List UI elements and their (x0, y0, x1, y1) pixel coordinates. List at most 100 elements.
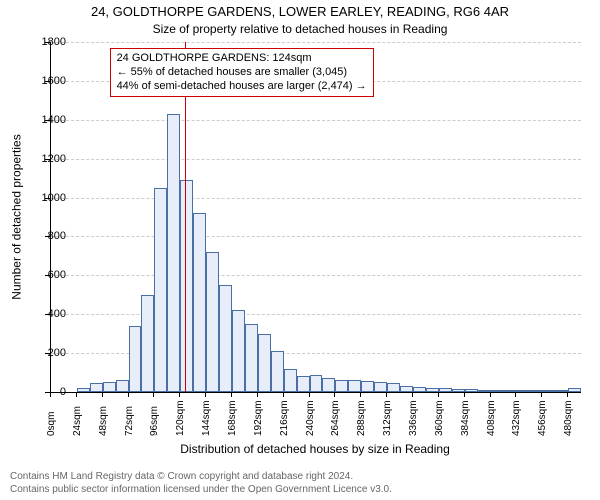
x-tick-mark (334, 392, 335, 397)
x-tick-mark (102, 392, 103, 397)
x-tick-label: 24sqm (72, 406, 83, 436)
histogram-bar (77, 388, 90, 392)
chart-subtitle: Size of property relative to detached ho… (0, 22, 600, 36)
plot-area: 24 GOLDTHORPE GARDENS: 124sqm ← 55% of d… (50, 42, 581, 393)
y-tick-mark (45, 198, 50, 199)
gridline (51, 159, 581, 160)
histogram-bar (206, 252, 219, 392)
x-tick-mark (567, 392, 568, 397)
histogram-bar (374, 382, 387, 392)
x-tick-mark (386, 392, 387, 397)
x-tick-label: 312sqm (382, 400, 393, 436)
footer-attribution: Contains HM Land Registry data © Crown c… (10, 471, 590, 496)
histogram-bar (154, 188, 167, 392)
histogram-bar (465, 389, 478, 392)
footer-line-1: Contains HM Land Registry data © Crown c… (10, 471, 590, 484)
x-tick-mark (179, 392, 180, 397)
x-tick-label: 432sqm (511, 400, 522, 436)
x-tick-label: 216sqm (279, 400, 290, 436)
y-tick-mark (45, 159, 50, 160)
histogram-bar (322, 378, 335, 392)
gridline (51, 198, 581, 199)
histogram-bar (90, 383, 103, 392)
histogram-bar (361, 381, 374, 392)
annotation-line-3: 44% of semi-detached houses are larger (… (117, 80, 367, 94)
histogram-bar (129, 326, 142, 392)
histogram-bar (335, 380, 348, 392)
x-tick-label: 360sqm (434, 400, 445, 436)
gridline (51, 275, 581, 276)
histogram-bar (439, 388, 452, 392)
x-tick-label: 144sqm (201, 400, 212, 436)
x-tick-mark (205, 392, 206, 397)
histogram-bar (232, 310, 245, 392)
histogram-bar (271, 351, 284, 392)
chart-title: 24, GOLDTHORPE GARDENS, LOWER EARLEY, RE… (0, 4, 600, 19)
histogram-bar (310, 375, 323, 393)
y-tick-mark (45, 275, 50, 276)
histogram-bar (284, 369, 297, 392)
histogram-bar (116, 380, 129, 392)
x-tick-label: 72sqm (124, 406, 135, 436)
x-tick-mark (76, 392, 77, 397)
x-tick-mark (257, 392, 258, 397)
x-axis-label: Distribution of detached houses by size … (50, 442, 580, 456)
x-tick-label: 480sqm (563, 400, 574, 436)
x-tick-label: 0sqm (46, 412, 57, 436)
histogram-bar (141, 295, 154, 392)
x-tick-mark (464, 392, 465, 397)
annotation-line-1: 24 GOLDTHORPE GARDENS: 124sqm (117, 52, 367, 66)
histogram-bar (348, 380, 361, 392)
x-tick-mark (541, 392, 542, 397)
x-tick-label: 288sqm (356, 400, 367, 436)
histogram-bar (193, 213, 206, 392)
y-tick-mark (45, 120, 50, 121)
y-axis-label: Number of detached properties (10, 42, 24, 392)
histogram-bar (180, 180, 193, 392)
gridline (51, 314, 581, 315)
histogram-bar (297, 376, 310, 392)
chart-container: 24, GOLDTHORPE GARDENS, LOWER EARLEY, RE… (0, 0, 600, 500)
footer-line-2: Contains public sector information licen… (10, 484, 590, 497)
x-tick-label: 336sqm (408, 400, 419, 436)
x-tick-mark (309, 392, 310, 397)
x-tick-mark (515, 392, 516, 397)
x-tick-label: 384sqm (460, 400, 471, 436)
x-tick-label: 456sqm (537, 400, 548, 436)
x-tick-label: 240sqm (305, 400, 316, 436)
x-tick-label: 96sqm (149, 406, 160, 436)
x-tick-mark (283, 392, 284, 397)
annotation-line-2: ← 55% of detached houses are smaller (3,… (117, 66, 367, 80)
x-tick-label: 192sqm (253, 400, 264, 436)
x-tick-mark (438, 392, 439, 397)
histogram-bar (413, 387, 426, 392)
histogram-bar (542, 390, 555, 392)
x-tick-label: 120sqm (175, 400, 186, 436)
histogram-bar (167, 114, 180, 392)
y-tick-mark (45, 81, 50, 82)
x-tick-label: 408sqm (486, 400, 497, 436)
x-tick-mark (231, 392, 232, 397)
histogram-bar (258, 334, 271, 392)
histogram-bar (491, 390, 504, 392)
x-tick-label: 48sqm (98, 406, 109, 436)
x-tick-mark (50, 392, 51, 397)
y-tick-mark (45, 42, 50, 43)
x-tick-mark (128, 392, 129, 397)
y-tick-mark (45, 314, 50, 315)
x-tick-mark (490, 392, 491, 397)
histogram-bar (516, 390, 529, 392)
histogram-bar (219, 285, 232, 392)
gridline (51, 236, 581, 237)
x-tick-mark (412, 392, 413, 397)
histogram-bar (103, 382, 116, 392)
x-tick-mark (360, 392, 361, 397)
x-tick-label: 168sqm (227, 400, 238, 436)
gridline (51, 120, 581, 121)
histogram-bar (387, 383, 400, 392)
y-tick-mark (45, 353, 50, 354)
histogram-bar (568, 388, 581, 392)
x-tick-mark (153, 392, 154, 397)
x-tick-label: 264sqm (330, 400, 341, 436)
histogram-bar (245, 324, 258, 392)
